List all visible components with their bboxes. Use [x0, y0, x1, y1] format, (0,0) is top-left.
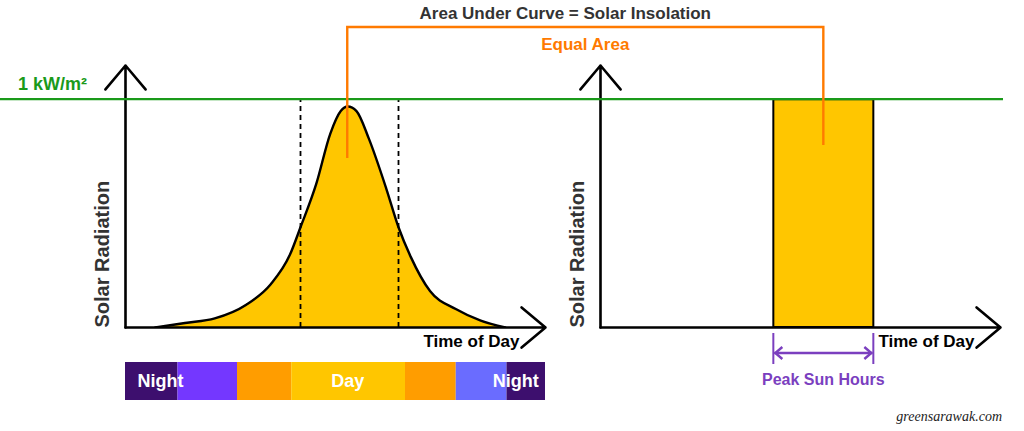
svg-text:Time of Day: Time of Day	[878, 332, 975, 351]
svg-text:1 kW/m²: 1 kW/m²	[18, 74, 87, 94]
svg-text:Night: Night	[138, 371, 184, 391]
svg-text:Day: Day	[331, 371, 364, 391]
svg-text:Night: Night	[493, 371, 539, 391]
svg-text:Solar Radiation: Solar Radiation	[566, 181, 588, 328]
svg-text:Peak Sun Hours: Peak Sun Hours	[762, 371, 885, 388]
svg-text:Equal Area: Equal Area	[541, 35, 630, 54]
svg-text:Solar Radiation: Solar Radiation	[91, 181, 113, 328]
svg-text:Area Under Curve = Solar Insol: Area Under Curve = Solar Insolation	[420, 4, 711, 23]
svg-text:Time of Day: Time of Day	[423, 332, 520, 351]
svg-text:greensarawak.com: greensarawak.com	[896, 409, 1002, 424]
